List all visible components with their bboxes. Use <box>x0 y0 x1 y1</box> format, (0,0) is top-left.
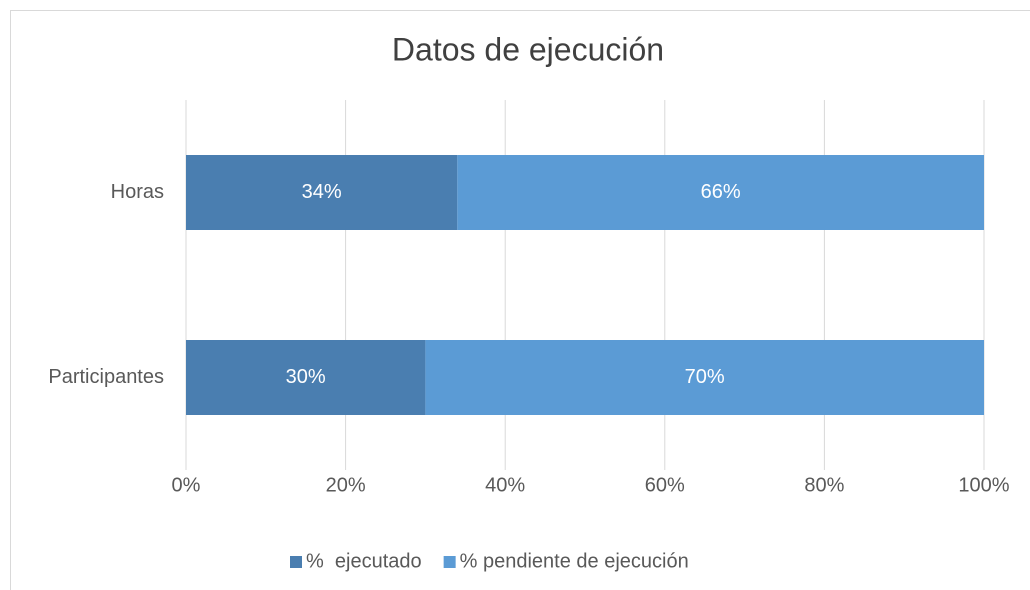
chart-title: Datos de ejecución <box>392 31 664 67</box>
legend-label: % ejecutado <box>306 550 422 572</box>
x-tick-label: 0% <box>172 474 201 496</box>
legend-swatch <box>443 556 456 568</box>
data-label: 70% <box>685 366 725 388</box>
x-tick-label: 80% <box>804 474 844 496</box>
legend-label: % pendiente de ejecución <box>460 550 689 572</box>
legend-swatch <box>290 556 302 568</box>
data-label: 30% <box>286 366 326 388</box>
data-label: 34% <box>302 181 342 203</box>
x-tick-label: 100% <box>958 474 1009 496</box>
bar-segment <box>425 340 984 415</box>
x-tick-label: 60% <box>645 474 685 496</box>
y-tick-label: Participantes <box>48 366 164 388</box>
x-tick-label: 40% <box>485 474 525 496</box>
bar-segment <box>457 155 984 230</box>
data-label: 66% <box>701 181 741 203</box>
chart-border <box>10 10 1030 590</box>
y-tick-label: Horas <box>111 181 164 203</box>
x-tick-label: 20% <box>326 474 366 496</box>
bar-segment <box>186 340 426 415</box>
bar-segment <box>186 155 458 230</box>
